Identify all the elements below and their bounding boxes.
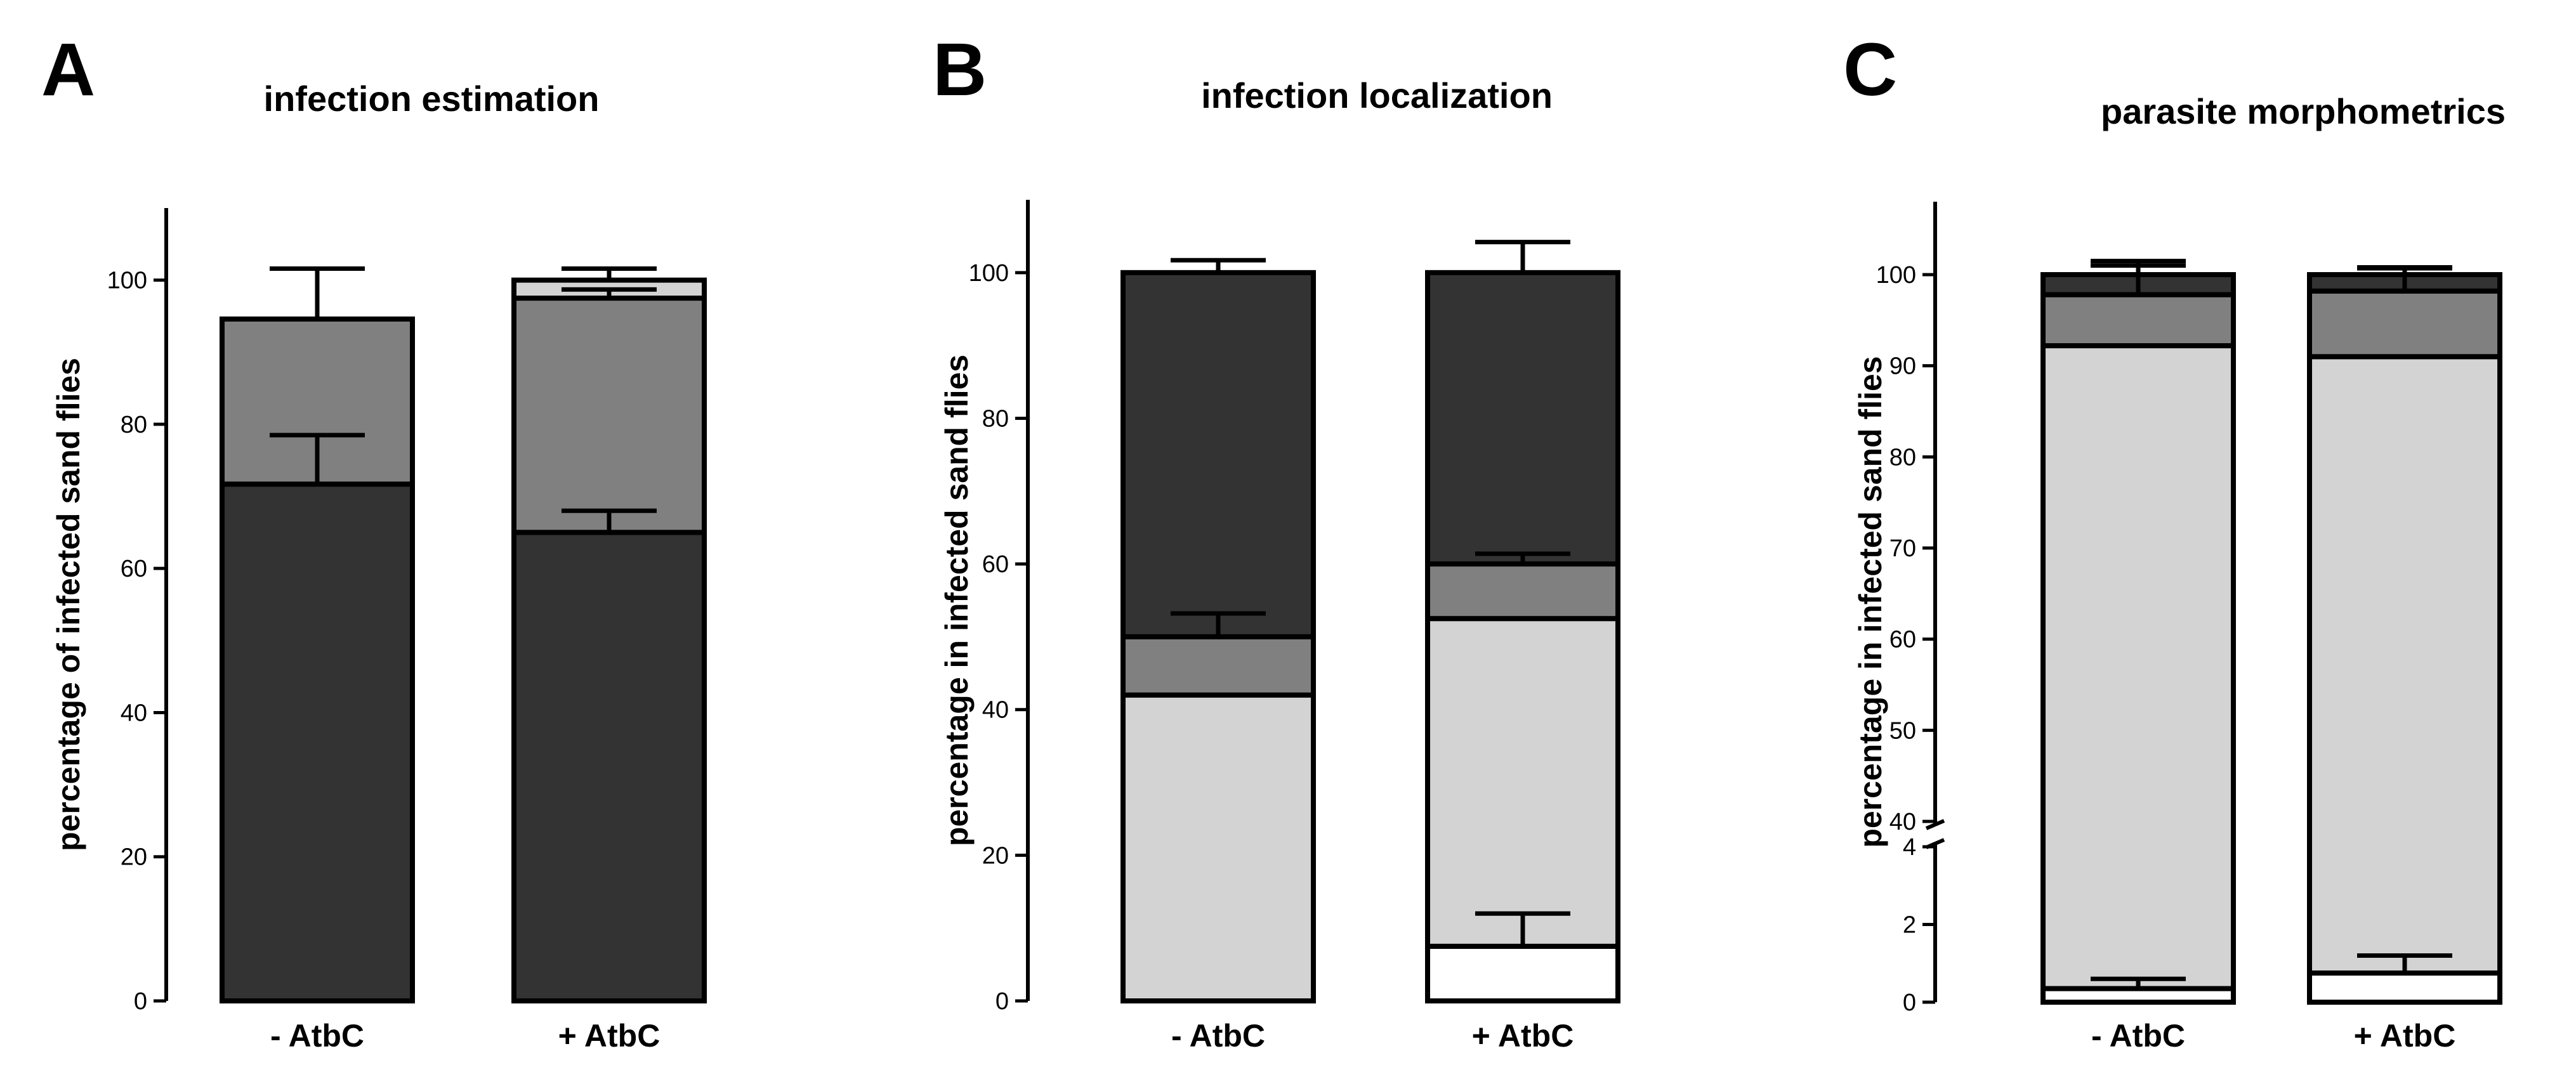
bar-segment-dark [1425,270,1620,567]
x-tick-label: - AtbC [2091,1018,2185,1054]
y-tick-label: 100 [1876,262,1916,289]
bar-segment-medium [2040,292,2236,349]
bar-segment-dark [220,481,415,1003]
y-tick-label: 40 [982,697,1009,724]
bar-segment-medium [1425,561,1620,622]
y-tick-label: 40 [1889,809,1916,835]
y-tick-label: 20 [121,844,147,871]
y-tick-label: 80 [1889,444,1916,471]
bar-segment-dark [1120,270,1316,639]
chart-title: parasite morphometrics [2101,91,2506,131]
y-tick-label: 20 [982,842,1009,869]
bar-segment-white [1425,943,1620,1003]
y-axis-label: percentage in infected sand flies [939,355,975,846]
y-tick-label: 70 [1889,535,1916,562]
y-tick-label: 80 [121,412,147,438]
chart-title: infection estimation [264,79,600,119]
y-tick-label: 2 [1903,912,1916,939]
y-tick-label: 40 [121,700,147,726]
y-tick-label: 60 [982,551,1009,578]
y-tick-label: 50 [1889,717,1916,744]
bar-segment-light [1425,616,1620,949]
bar-segment-light [1120,692,1316,1004]
y-tick-label: 60 [121,556,147,582]
x-tick-label: + AtbC [558,1018,660,1054]
bar-segment-medium [1120,634,1316,698]
y-tick-label: 100 [969,260,1009,287]
x-tick-label: + AtbC [2354,1018,2456,1054]
y-tick-label: 90 [1889,353,1916,380]
x-tick-label: - AtbC [1171,1018,1265,1054]
y-tick-label: 100 [107,268,147,294]
chart-title: infection localization [1201,75,1553,115]
x-tick-label: - AtbC [270,1018,364,1054]
panel-letter: B [933,28,987,112]
bar-segment-light [2040,343,2236,991]
y-axis-label: percentage of infected sand flies [51,358,86,851]
y-axis-label: percentage in infected sand flies [1853,356,1888,847]
y-tick-label: 80 [982,405,1009,432]
axis-break-mark [1925,819,1945,830]
bar-segment-medium [2307,288,2502,360]
bar-segment-medium [511,296,707,535]
panel-letter: C [1843,28,1897,112]
panel-letter: A [41,28,95,112]
y-tick-label: 0 [1903,989,1916,1016]
bar-segment-light [2307,354,2502,976]
y-tick-label: 60 [1889,627,1916,653]
y-tick-label: 4 [1903,834,1916,861]
bar-segment-dark [511,530,707,1003]
x-tick-label: + AtbC [1472,1018,1574,1054]
bar-segment-white [2307,970,2502,1005]
y-tick-label: 0 [134,988,147,1015]
y-tick-label: 0 [996,988,1009,1015]
